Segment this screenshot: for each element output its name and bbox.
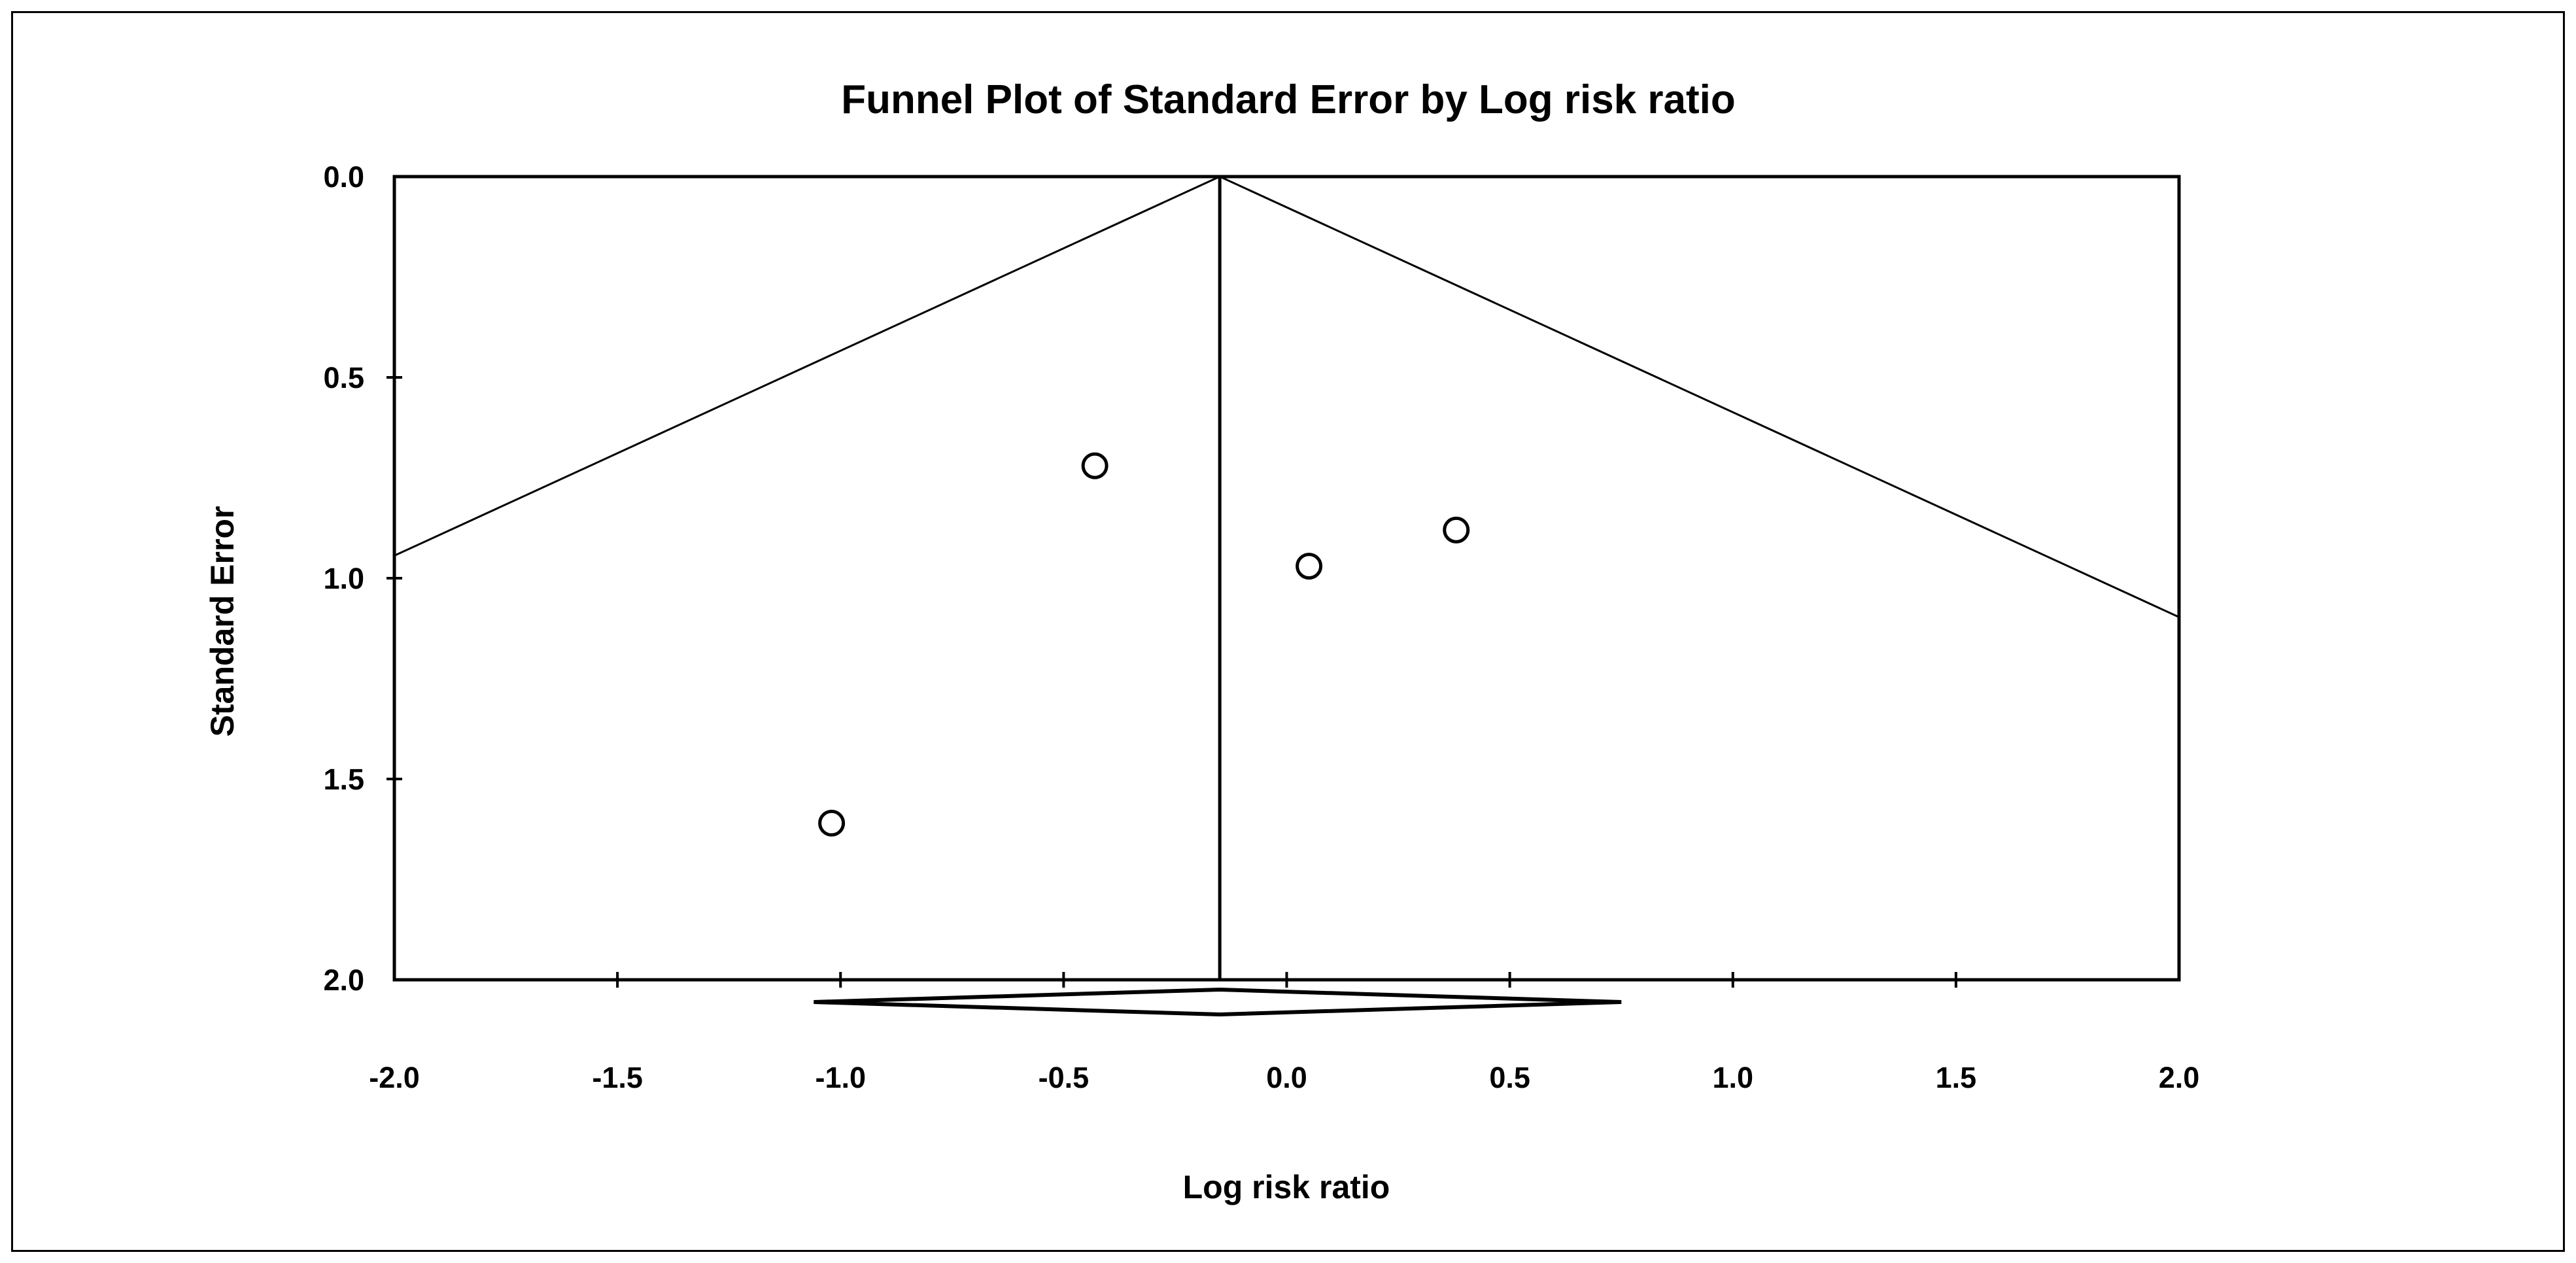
data-point [818, 810, 846, 837]
figure-border [11, 11, 2565, 1252]
x-tick-label: 1.0 [1712, 1061, 1753, 1094]
x-tick-label: 1.5 [1936, 1061, 1977, 1094]
data-point [1443, 516, 1470, 544]
chart-title: Funnel Plot of Standard Error by Log ris… [841, 77, 1736, 122]
summary-diamond [814, 987, 1622, 1017]
x-tick-label: -2.0 [369, 1061, 420, 1094]
y-tick-label: 0.0 [323, 160, 364, 194]
y-tick-label: 1.5 [323, 763, 364, 796]
funnel-left-limit-line [394, 175, 1220, 557]
x-tick-label: 0.0 [1266, 1061, 1307, 1094]
data-point [1296, 553, 1323, 580]
plot-border [392, 175, 2181, 982]
plot-area: -2.0 -1.5 -1.0 -0.5 0.0 0.5 1.0 1.5 2.0 0.0 0.5 1.0… [323, 160, 2199, 1094]
y-tick-label: 2.0 [323, 963, 364, 997]
y-tick-label: 1.0 [323, 562, 364, 595]
funnel-right-limit-line [1219, 175, 2180, 618]
x-tick-label: 0.5 [1489, 1061, 1530, 1094]
x-tick-label: -1.5 [592, 1061, 643, 1094]
x-tick-label: -1.0 [815, 1061, 866, 1094]
x-tick-label: 2.0 [2159, 1061, 2200, 1094]
data-point [1081, 452, 1108, 479]
y-axis-title: Standard Error [204, 506, 241, 737]
x-tick-label: -0.5 [1039, 1061, 1090, 1094]
x-axis-title: Log risk ratio [1183, 1169, 1390, 1205]
y-tick-label: 0.5 [323, 361, 364, 394]
